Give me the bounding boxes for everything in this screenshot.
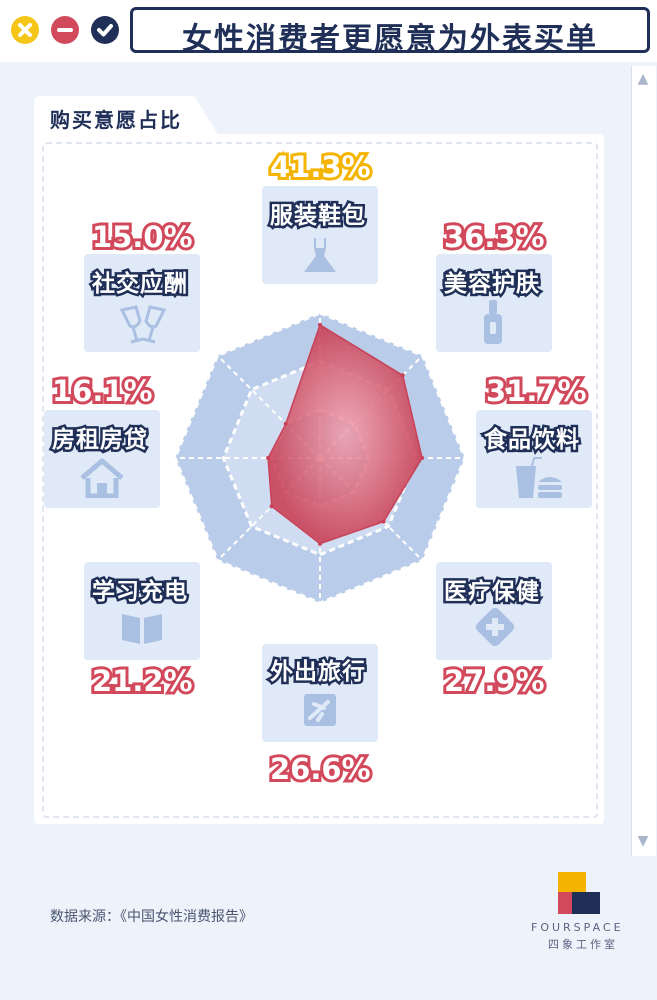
radar-point-3 xyxy=(381,519,386,524)
category-label-health: 医疗保健 xyxy=(442,577,542,608)
radar-spoke-7 xyxy=(216,354,321,459)
title-bar: 女性消费者更愿意为外表买单 xyxy=(0,0,657,62)
brand-name-cn: 四象工作室 xyxy=(548,938,618,951)
value-label-study: 21.2% xyxy=(89,661,196,701)
close-window-button[interactable] xyxy=(10,15,40,45)
bottle-icon xyxy=(484,300,502,344)
data-source: 数据来源：《中国女性消费报告》 xyxy=(50,909,253,925)
scroll-up-button[interactable]: ▲ xyxy=(631,66,655,92)
page-title: 女性消费者更愿意为外表买单 xyxy=(182,22,598,57)
category-label-clothing: 服装鞋包 xyxy=(268,201,368,232)
radar-spoke-5 xyxy=(216,457,321,562)
chart-card-border xyxy=(42,142,598,818)
category-label-rent: 房租房贷 xyxy=(50,425,150,456)
tile-social xyxy=(84,254,200,352)
confirm-window-button[interactable] xyxy=(90,15,120,45)
section-tab-label: 购买意愿占比 xyxy=(50,108,182,132)
value-label-health: 27.9% xyxy=(441,661,548,701)
radar-point-1 xyxy=(400,373,405,378)
category-label-travel: 外出旅行 xyxy=(268,657,368,688)
radar-point-7 xyxy=(283,421,288,426)
close-icon xyxy=(11,16,39,44)
value-label-rent: 16.1% xyxy=(49,371,156,411)
wine-glasses-icon xyxy=(119,305,167,344)
title-box: 女性消费者更愿意为外表买单 xyxy=(130,7,650,57)
radar-point-4 xyxy=(318,541,322,546)
category-label-food: 食品饮料 xyxy=(482,425,582,456)
house-icon xyxy=(80,458,124,498)
radar-point-2 xyxy=(420,456,425,460)
check-icon xyxy=(91,16,119,44)
radar-point-6 xyxy=(266,456,271,460)
drink-burger-icon xyxy=(516,457,562,498)
category-label-social: 社交应酬 xyxy=(90,269,190,300)
radar-point-0 xyxy=(318,322,322,327)
brand-name: FOURSPACE xyxy=(531,921,624,934)
scrollbar-track[interactable] xyxy=(631,66,656,856)
value-label-clothing: 41.3% xyxy=(267,147,374,187)
category-label-skincare: 美容护肤 xyxy=(442,269,542,300)
section-tab xyxy=(34,96,219,136)
triangle-up-icon: ▲ xyxy=(637,71,649,87)
value-label-food: 31.7% xyxy=(483,371,590,411)
category-label-study: 学习充电 xyxy=(90,577,190,608)
value-label-social: 15.0% xyxy=(89,217,196,257)
plane-icon xyxy=(304,694,336,726)
minimize-window-button[interactable] xyxy=(50,15,80,45)
dress-icon xyxy=(304,238,336,272)
scroll-down-button[interactable]: ▼ xyxy=(631,828,655,854)
value-label-skincare: 36.3% xyxy=(441,217,548,257)
minimize-icon xyxy=(51,16,79,44)
triangle-down-icon: ▼ xyxy=(637,833,649,849)
radar-point-5 xyxy=(269,504,274,509)
book-icon xyxy=(122,614,162,644)
fourspace-logo xyxy=(558,872,600,914)
footer xyxy=(0,858,657,1000)
value-label-travel: 26.6% xyxy=(267,749,374,789)
tile-study xyxy=(84,562,200,660)
medical-cross-icon xyxy=(475,607,515,647)
